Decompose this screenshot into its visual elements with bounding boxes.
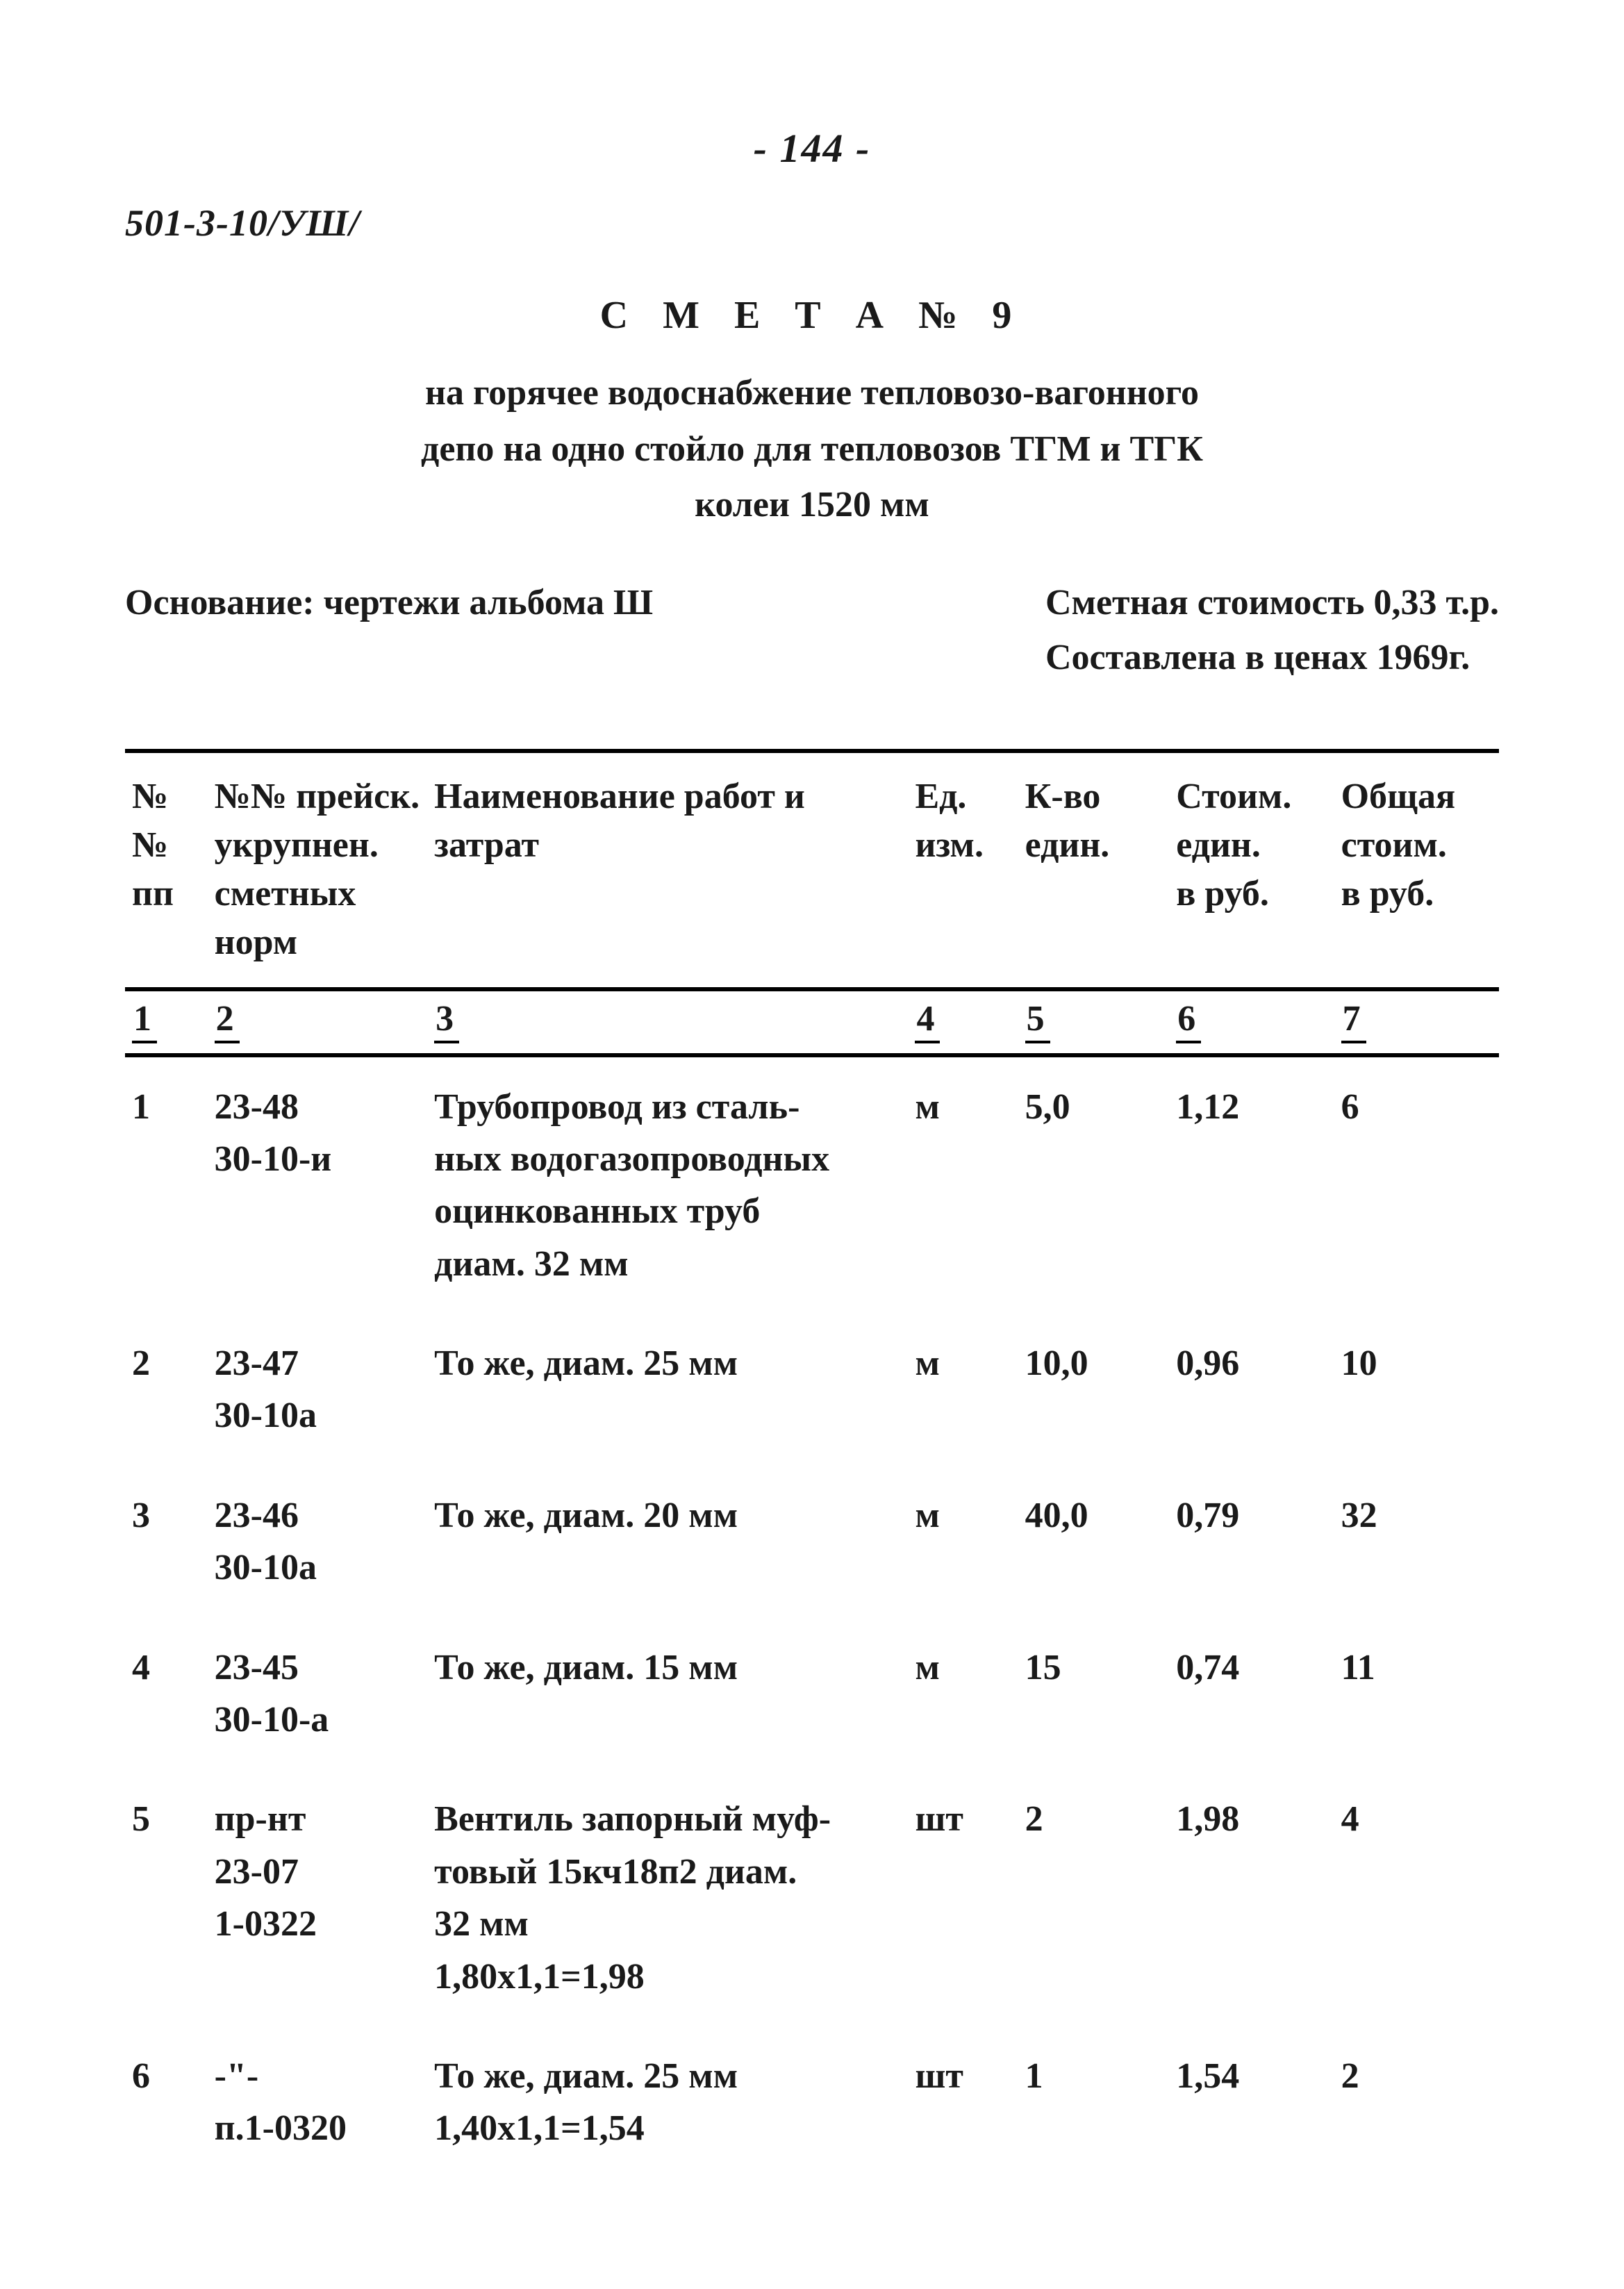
table-row: 4 23-4530-10-а То же, диам. 15 мм м 15 0… bbox=[125, 1618, 1499, 1770]
subtitle-line: депо на одно стойло для тепловозов ТГМ и… bbox=[421, 429, 1203, 469]
col-num: 1 bbox=[125, 989, 208, 1055]
cell-price: 0,79 bbox=[1169, 1466, 1334, 1618]
cell-price: 0,96 bbox=[1169, 1314, 1334, 1466]
cell-num: 2 bbox=[125, 1314, 208, 1466]
compiled-in: Составлена в ценах 1969г. bbox=[1045, 637, 1499, 678]
cell-total: 6 bbox=[1334, 1055, 1499, 1314]
cell-unit: м bbox=[908, 1618, 1018, 1770]
col-header-qty: К-воедин. bbox=[1018, 751, 1170, 989]
table-row: 5 пр-нт23-071-0322 Вентиль запорный муф-… bbox=[125, 1769, 1499, 2026]
cell-unit: м bbox=[908, 1466, 1018, 1618]
table-body: 1 23-4830-10-и Трубопровод из сталь-ных … bbox=[125, 1055, 1499, 2179]
col-num: 2 bbox=[208, 989, 427, 1055]
col-num: 4 bbox=[908, 989, 1018, 1055]
cell-unit: шт bbox=[908, 1769, 1018, 2026]
table-header-row: №№пп №№ прейск.укрупнен.сметныхнорм Наим… bbox=[125, 751, 1499, 989]
table-row: 2 23-4730-10а То же, диам. 25 мм м 10,0 … bbox=[125, 1314, 1499, 1466]
col-num: 7 bbox=[1334, 989, 1499, 1055]
col-header-desc: Наименование работ изатрат bbox=[427, 751, 908, 989]
cell-price: 1,98 bbox=[1169, 1769, 1334, 2026]
cell-price: 1,54 bbox=[1169, 2026, 1334, 2179]
cell-price: 1,12 bbox=[1169, 1055, 1334, 1314]
col-header-total: Общаястоим.в руб. bbox=[1334, 751, 1499, 989]
cell-total: 11 bbox=[1334, 1618, 1499, 1770]
cell-num: 5 bbox=[125, 1769, 208, 2026]
subtitle-line: колеи 1520 мм bbox=[695, 485, 929, 524]
estimate-table: №№пп №№ прейск.укрупнен.сметныхнорм Наим… bbox=[125, 749, 1499, 2179]
spacer bbox=[125, 686, 1499, 749]
col-header-price: Стоим.един.в руб. bbox=[1169, 751, 1334, 989]
cell-unit: шт bbox=[908, 2026, 1018, 2179]
cell-unit: м bbox=[908, 1314, 1018, 1466]
cell-total: 2 bbox=[1334, 2026, 1499, 2179]
table-row: 3 23-4630-10а То же, диам. 20 мм м 40,0 … bbox=[125, 1466, 1499, 1618]
table-row: 6 -"-п.1-0320 То же, диам. 25 мм1,40х1,1… bbox=[125, 2026, 1499, 2179]
col-header-code: №№ прейск.укрупнен.сметныхнорм bbox=[208, 751, 427, 989]
estimate-subtitle: на горячее водоснабжение тепловозо-вагон… bbox=[291, 365, 1333, 534]
cell-qty: 5,0 bbox=[1018, 1055, 1170, 1314]
cell-total: 10 bbox=[1334, 1314, 1499, 1466]
cell-total: 4 bbox=[1334, 1769, 1499, 2026]
cell-desc: То же, диам. 25 мм bbox=[427, 1314, 908, 1466]
table-colnum-row: 1 2 3 4 5 6 7 bbox=[125, 989, 1499, 1055]
cell-desc: То же, диам. 25 мм1,40х1,1=1,54 bbox=[427, 2026, 908, 2179]
page: - 144 - 501-3-10/УШ/ С М Е Т А № 9 на го… bbox=[0, 0, 1624, 2289]
meta-right: Сметная стоимость 0,33 т.р. Составлена в… bbox=[1045, 582, 1499, 678]
cell-desc: Трубопровод из сталь-ных водогазопроводн… bbox=[427, 1055, 908, 1314]
col-num: 5 bbox=[1018, 989, 1170, 1055]
basis-text: Основание: чертежи альбома Ш bbox=[125, 582, 653, 678]
cell-qty: 10,0 bbox=[1018, 1314, 1170, 1466]
cell-num: 6 bbox=[125, 2026, 208, 2179]
estimate-title: С М Е Т А № 9 bbox=[125, 293, 1499, 338]
cell-unit: м bbox=[908, 1055, 1018, 1314]
col-header-unit: Ед.изм. bbox=[908, 751, 1018, 989]
cell-qty: 1 bbox=[1018, 2026, 1170, 2179]
cell-code: 23-4730-10а bbox=[208, 1314, 427, 1466]
col-num: 6 bbox=[1169, 989, 1334, 1055]
cell-qty: 40,0 bbox=[1018, 1466, 1170, 1618]
document-code: 501-3-10/УШ/ bbox=[125, 201, 1499, 245]
subtitle-line: на горячее водоснабжение тепловозо-вагон… bbox=[425, 373, 1199, 413]
meta-row: Основание: чертежи альбома Ш Сметная сто… bbox=[125, 582, 1499, 678]
cell-desc: То же, диам. 15 мм bbox=[427, 1618, 908, 1770]
estimated-cost: Сметная стоимость 0,33 т.р. bbox=[1045, 582, 1499, 623]
cell-qty: 2 bbox=[1018, 1769, 1170, 2026]
cell-code: 23-4830-10-и bbox=[208, 1055, 427, 1314]
cell-num: 3 bbox=[125, 1466, 208, 1618]
cell-code: 23-4530-10-а bbox=[208, 1618, 427, 1770]
cell-code: -"-п.1-0320 bbox=[208, 2026, 427, 2179]
cell-total: 32 bbox=[1334, 1466, 1499, 1618]
cell-num: 4 bbox=[125, 1618, 208, 1770]
col-header-num: №№пп bbox=[125, 751, 208, 989]
cell-desc: То же, диам. 20 мм bbox=[427, 1466, 908, 1618]
col-num: 3 bbox=[427, 989, 908, 1055]
cell-code: 23-4630-10а bbox=[208, 1466, 427, 1618]
table-row: 1 23-4830-10-и Трубопровод из сталь-ных … bbox=[125, 1055, 1499, 1314]
cell-code: пр-нт23-071-0322 bbox=[208, 1769, 427, 2026]
cell-num: 1 bbox=[125, 1055, 208, 1314]
cell-desc: Вентиль запорный муф-товый 15кч18п2 диам… bbox=[427, 1769, 908, 2026]
cell-price: 0,74 bbox=[1169, 1618, 1334, 1770]
cell-qty: 15 bbox=[1018, 1618, 1170, 1770]
page-number: - 144 - bbox=[754, 125, 871, 172]
